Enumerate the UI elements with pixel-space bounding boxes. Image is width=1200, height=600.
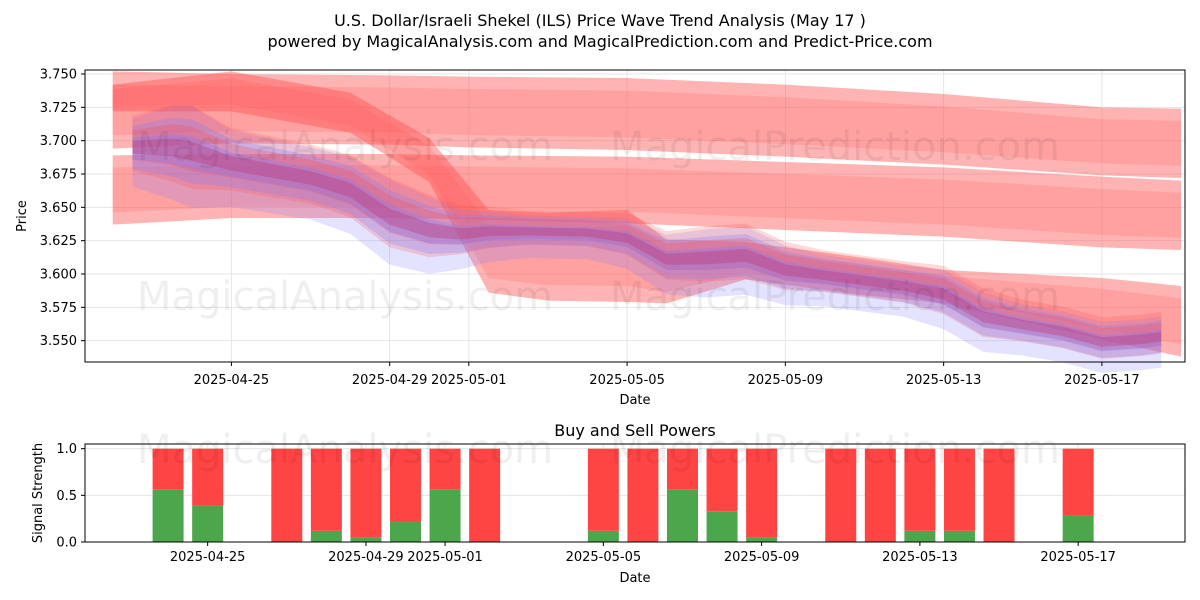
signal-y-axis-label: Signal Strength: [31, 443, 46, 543]
signal-y-tick-label: 1.0: [56, 442, 77, 457]
buy-bar: [943, 530, 975, 542]
buy-bar: [1062, 515, 1094, 542]
signal-y-tick-label: 0.0: [56, 536, 77, 551]
signal-x-tick-label: 2025-04-25: [170, 550, 246, 565]
signal-x-tick-label: 2025-04-29: [328, 550, 404, 565]
price-y-ticks: 3.550 3.575 3.600 3.625 3.650 3.675 3.700 3.725…: [40, 68, 85, 349]
buy-bar: [904, 530, 936, 542]
signal-y-tick-label: 0.5: [56, 489, 77, 504]
price-y-tick-label: 3.625: [40, 234, 77, 249]
buy-bar: [706, 511, 738, 542]
buy-bar: [429, 489, 461, 542]
middle-band: [112, 165, 1182, 238]
buy-bar: [192, 505, 224, 542]
sell-bar: [904, 448, 936, 531]
watermark-text: MagicalAnalysis.com: [137, 124, 553, 170]
price-x-tick-label: 2025-04-29: [352, 373, 428, 388]
upper-band: [112, 84, 1182, 166]
price-x-tick-label: 2025-05-05: [589, 373, 665, 388]
watermark-text: MagicalPrediction.com: [610, 427, 1060, 473]
middle-band: [112, 154, 1182, 250]
signal-x-axis-label: Date: [619, 571, 650, 586]
sell-bar: [192, 448, 224, 506]
buy-bar: [152, 489, 184, 542]
watermark-text: MagicalAnalysis.com: [137, 427, 553, 473]
wave-core-layer: [132, 134, 1162, 352]
price-x-tick-label: 2025-05-13: [906, 373, 982, 388]
wave-red-layer: [132, 105, 1162, 359]
price-bands: [112, 71, 1182, 357]
price-y-tick-label: 3.750: [40, 68, 77, 83]
price-y-tick-label: 3.600: [40, 268, 77, 283]
sell-bar: [390, 448, 422, 522]
sell-bar: [627, 448, 659, 542]
price-y-tick-label: 3.650: [40, 201, 77, 216]
price-x-tick-label: 2025-05-09: [748, 373, 824, 388]
price-y-tick-label: 3.675: [40, 168, 77, 183]
upper-band: [112, 71, 1182, 178]
signal-x-tick-label: 2025-05-05: [566, 550, 642, 565]
watermark-text: MagicalPrediction.com: [610, 124, 1060, 170]
buy-bar: [746, 537, 778, 542]
chart-subtitle: powered by MagicalAnalysis.com and Magic…: [267, 32, 932, 51]
wave-mid-layer: [132, 118, 1162, 358]
sell-bar: [310, 448, 342, 531]
sell-bar: [746, 448, 778, 538]
watermark-text: MagicalAnalysis.com: [137, 274, 553, 320]
wave-red-layer: [132, 124, 1162, 351]
signal-x-ticks: 2025-04-25 2025-04-29 2025-05-01 2025-05-05…: [170, 542, 1116, 565]
sell-bar: [469, 448, 501, 542]
wave-outer-layer: [132, 105, 1162, 373]
signal-x-tick-label: 2025-05-17: [1040, 550, 1116, 565]
price-y-axis-label: Price: [15, 200, 30, 232]
signal-chart: Buy and Sell Powers MagicalAnalysis.com …: [31, 421, 1186, 586]
signal-bars: [152, 448, 1094, 542]
price-x-tick-label: 2025-04-25: [194, 373, 270, 388]
buy-bar: [310, 530, 342, 542]
price-x-tick-label: 2025-05-01: [431, 373, 507, 388]
buy-bar: [390, 521, 422, 542]
sell-bar: [706, 448, 738, 512]
signal-y-ticks: 0.0 0.5 1.0: [56, 442, 85, 551]
lower-band: [112, 78, 1182, 345]
price-x-tick-label: 2025-05-17: [1064, 373, 1140, 388]
sell-bar: [152, 448, 184, 490]
price-y-tick-label: 3.725: [40, 101, 77, 116]
chart-title: U.S. Dollar/Israeli Shekel (ILS) Price W…: [334, 11, 866, 30]
sell-bar: [1062, 448, 1094, 516]
sell-bar: [943, 448, 975, 531]
buy-bar: [587, 530, 619, 542]
lower-band: [112, 71, 1182, 357]
wave-core-layer: [132, 138, 1162, 347]
price-x-axis-label: Date: [619, 393, 650, 408]
price-wave: [132, 105, 1162, 373]
sell-bar: [350, 448, 382, 538]
sell-bar: [864, 448, 896, 542]
sell-bar: [429, 448, 461, 490]
signal-x-tick-label: 2025-05-01: [407, 550, 483, 565]
signal-chart-title: Buy and Sell Powers: [554, 421, 716, 440]
buy-bar: [350, 537, 382, 542]
signal-axes-frame: [84, 443, 1186, 543]
sell-bar: [271, 448, 303, 542]
sell-bar: [587, 448, 619, 531]
buy-bar: [666, 489, 698, 542]
price-y-tick-label: 3.550: [40, 334, 77, 349]
signal-x-tick-label: 2025-05-13: [882, 550, 958, 565]
sell-bar: [666, 448, 698, 490]
price-gridlines: [85, 70, 1185, 362]
signal-x-tick-label: 2025-05-09: [724, 550, 800, 565]
watermark-text: MagicalPrediction.com: [610, 274, 1060, 320]
price-x-ticks: 2025-04-25 2025-04-29 2025-05-01 2025-05-05…: [194, 362, 1140, 388]
price-y-tick-label: 3.575: [40, 301, 77, 316]
price-axes-frame: [84, 69, 1186, 363]
price-y-tick-label: 3.700: [40, 134, 77, 149]
price-chart: MagicalAnalysis.com MagicalPrediction.co…: [15, 68, 1186, 408]
sell-bar: [825, 448, 857, 542]
sell-bar: [983, 448, 1015, 542]
